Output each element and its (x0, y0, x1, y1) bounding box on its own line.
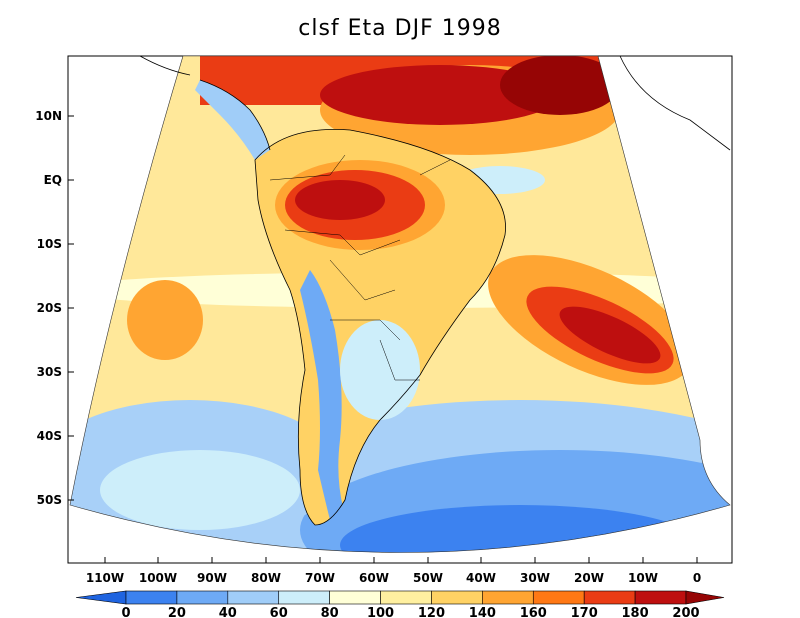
field-sacz-dark (559, 306, 661, 364)
colorbar-labels: 0 20 40 60 80 100 120 140 160 170 180 200 (121, 606, 699, 618)
colorbar-swatch (227, 590, 280, 605)
central-america-fill (195, 80, 270, 160)
colorbar-swatch (532, 590, 585, 605)
colorbar-swatch (482, 590, 534, 605)
colorbar-swatch (278, 590, 330, 605)
lat-label-eq: EQ (44, 173, 62, 187)
domain-outline (69, 55, 731, 553)
colorbar-under-triangle (75, 590, 127, 605)
lat-label-30s: 30S (37, 365, 62, 379)
lat-label-50s: 50S (37, 493, 62, 507)
field-south-deep-blue (340, 505, 700, 553)
colorbar-label: 0 (121, 606, 130, 618)
colorbar-swatch (176, 590, 229, 605)
colorbar-swatch (380, 590, 432, 605)
colorbar-label: 100 (367, 606, 394, 618)
field-itcz-dark (320, 65, 560, 125)
lon-label-80w: 80W (251, 571, 281, 585)
colorbar-swatch (431, 590, 483, 605)
colorbar-swatch (329, 590, 381, 605)
southern-cone-pale (340, 320, 420, 420)
colorbar-label: 20 (168, 606, 186, 618)
south-america-coastline (254, 129, 506, 526)
field-itcz-darkest (500, 56, 620, 115)
colorbar-swatch (125, 590, 178, 605)
lat-label-10s: 10S (37, 237, 62, 251)
field-pacific-orange (127, 280, 203, 360)
andes-blue (300, 270, 345, 520)
colorbar-label: 60 (270, 606, 288, 618)
lon-label-60w: 60W (359, 571, 389, 585)
lon-label-70w: 70W (305, 571, 335, 585)
colorbar-over-triangle (685, 590, 725, 605)
colorbar-label: 160 (520, 606, 547, 618)
country-borders (269, 154, 451, 381)
colorbar-swatch (583, 590, 636, 605)
lon-label-30w: 30W (520, 571, 550, 585)
colorbar-label: 200 (672, 606, 699, 618)
colorbar-swatch (634, 590, 687, 605)
lon-label-50w: 50W (413, 571, 443, 585)
colorbar-label: 140 (469, 606, 496, 618)
tick-marks (68, 115, 698, 563)
colorbar-label: 40 (219, 606, 237, 618)
lon-label-90w: 90W (197, 571, 227, 585)
colorbar-label: 120 (418, 606, 445, 618)
lat-label-40s: 40S (37, 429, 62, 443)
africa-coastline (619, 55, 731, 151)
colorbar-swatches (75, 590, 725, 605)
field-layer (70, 56, 730, 553)
colorbar-label: 80 (321, 606, 339, 618)
colorbar: 0 20 40 60 80 100 120 140 160 170 180 200 (75, 590, 725, 618)
lon-label-20w: 20W (574, 571, 604, 585)
lon-label-10w: 10W (628, 571, 658, 585)
colorbar-label: 180 (622, 606, 649, 618)
amazon-dark (295, 180, 385, 220)
lon-label-0: 0 (693, 571, 701, 585)
lat-label-20s: 20S (37, 301, 62, 315)
field-sw-pale (100, 450, 300, 530)
lon-label-40w: 40W (466, 571, 496, 585)
mexico-coastline (139, 55, 191, 76)
lon-label-100w: 100W (139, 571, 177, 585)
map-title: clsf Eta DJF 1998 (298, 16, 502, 41)
colorbar-label: 170 (571, 606, 598, 618)
lon-label-110w: 110W (86, 571, 124, 585)
central-america-coastline (199, 79, 271, 151)
lat-label-10n: 10N (35, 109, 62, 123)
